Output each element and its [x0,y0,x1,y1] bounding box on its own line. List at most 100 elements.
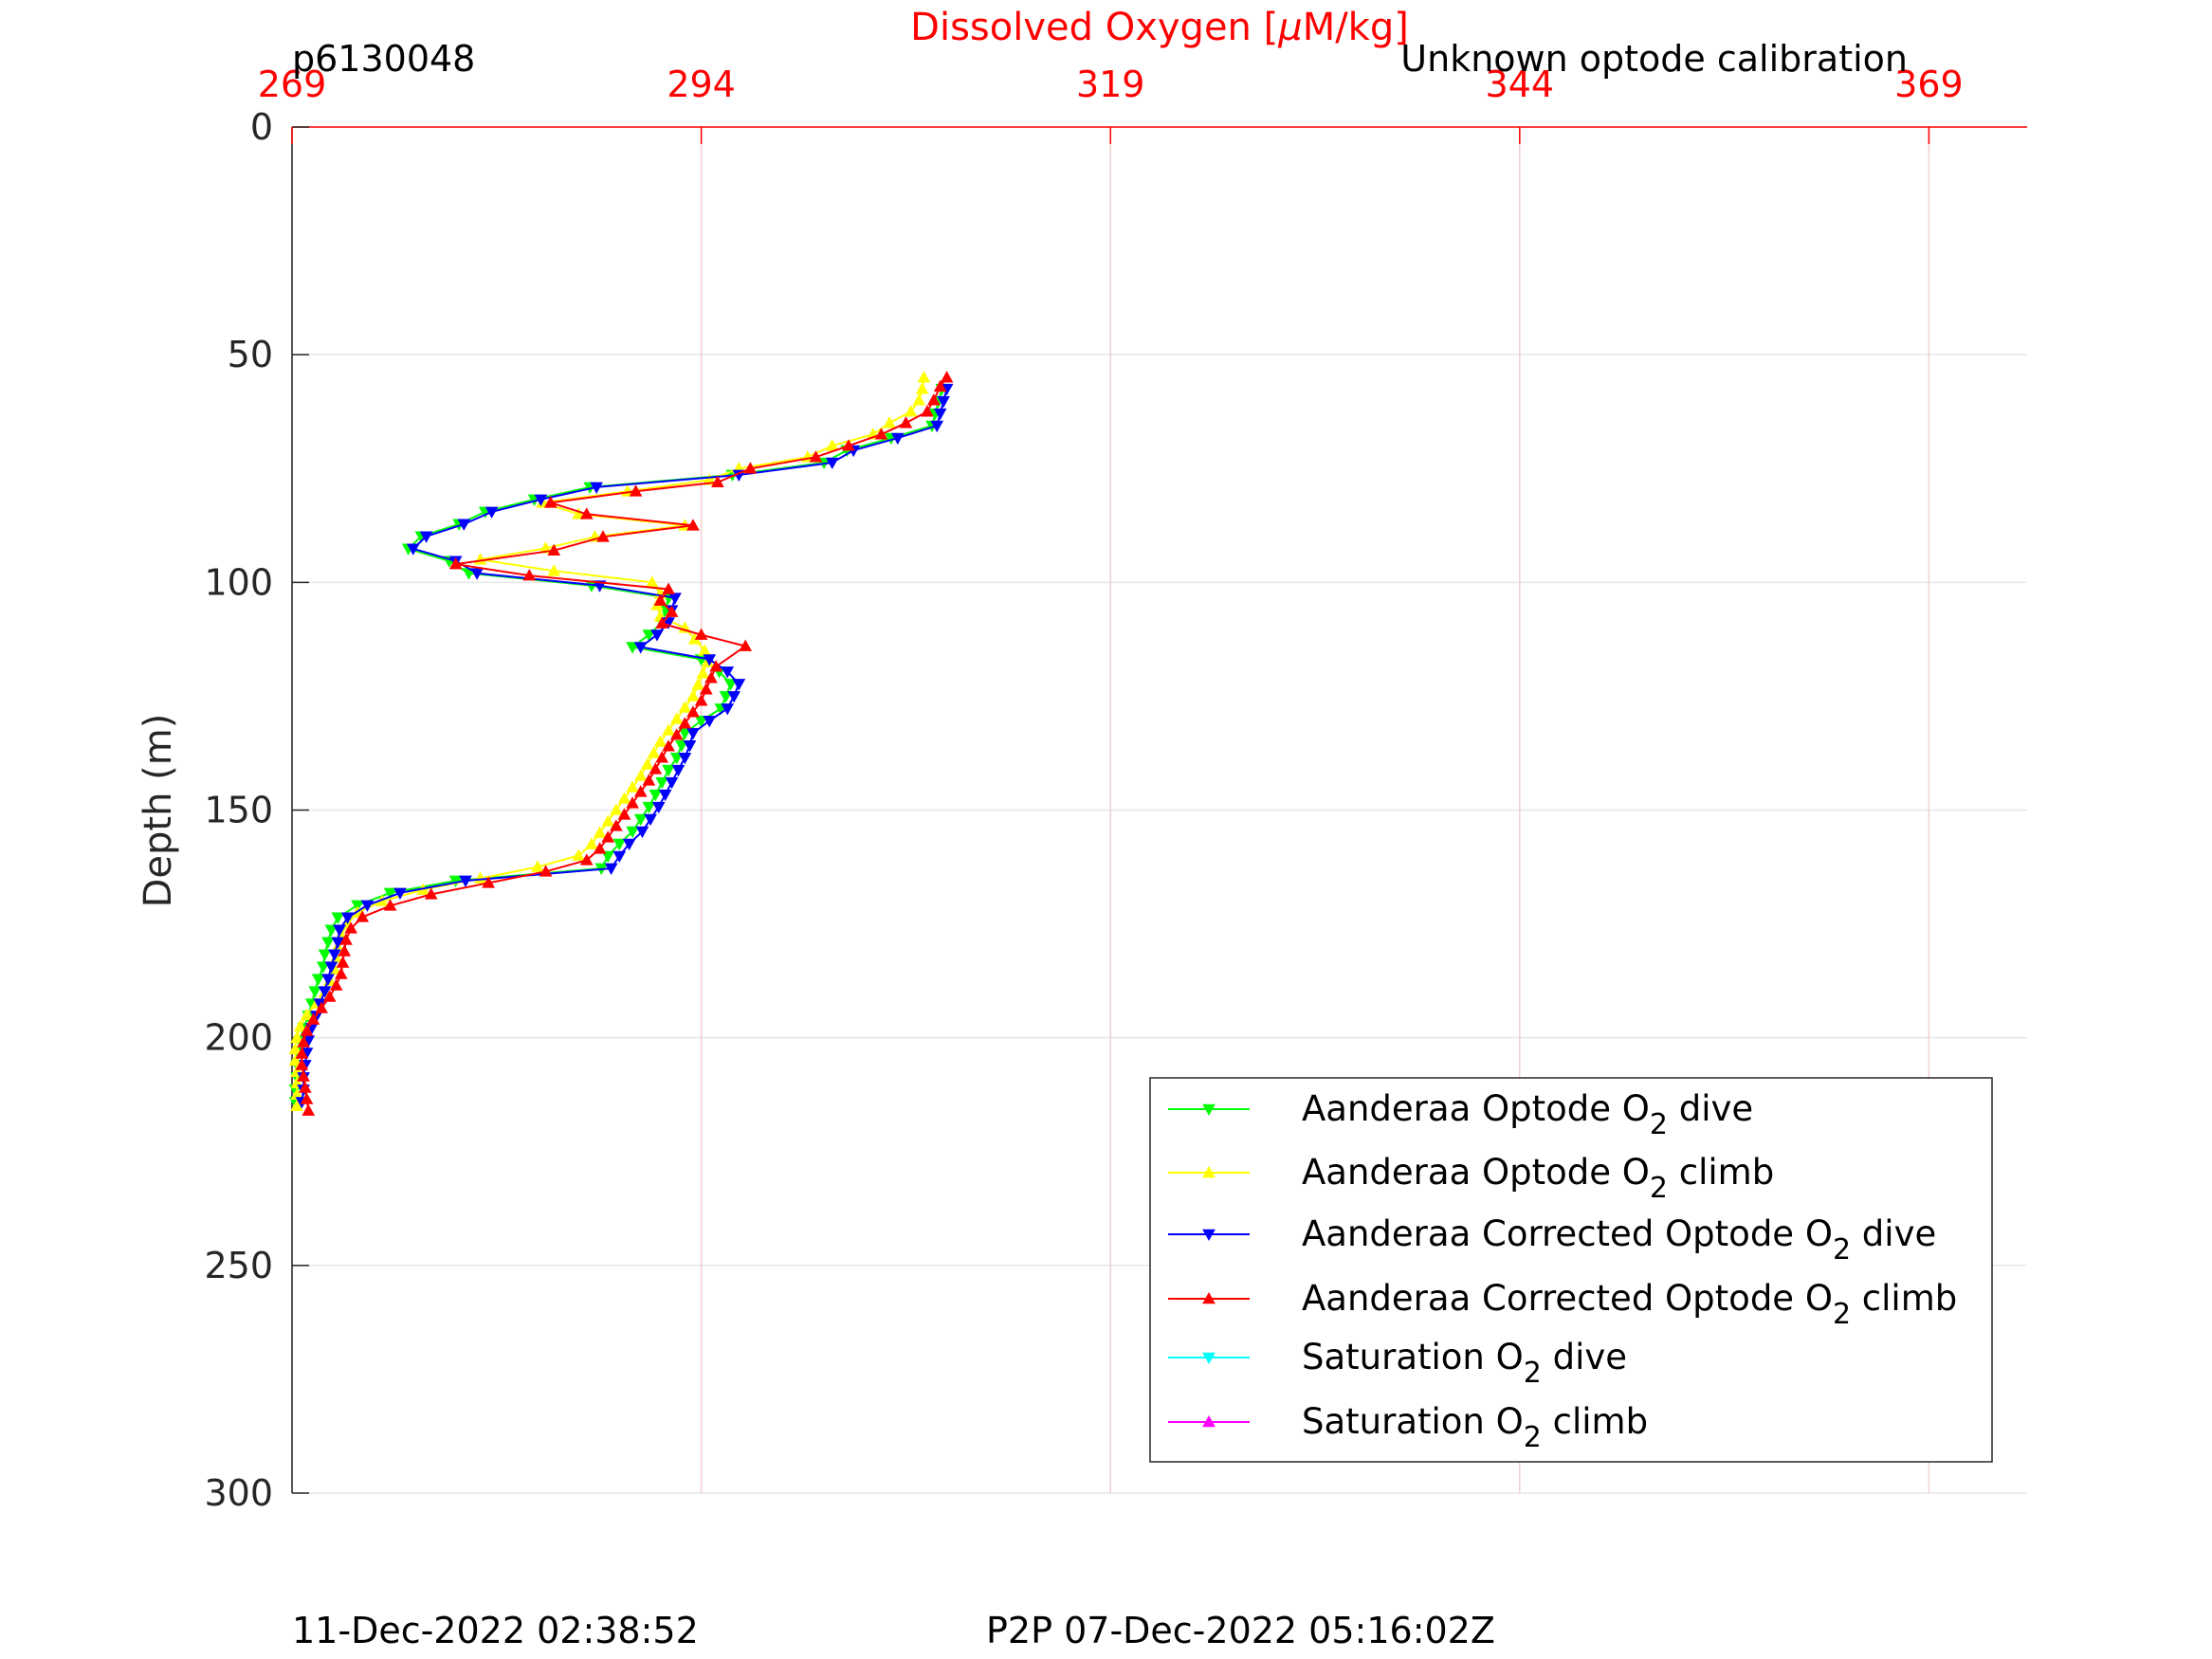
data-point [338,944,352,957]
data-point [727,691,740,703]
data-point [686,728,700,740]
data-point [642,801,656,814]
legend-marker [1202,1291,1216,1304]
data-point [668,592,682,605]
data-point [288,1053,302,1066]
legend-label-subscript: 2 [1833,1298,1851,1331]
data-point [406,543,420,556]
legend-item: Aanderaa Corrected Optode O2 dive [1168,1213,1936,1267]
data-point [662,764,675,777]
data-point [609,803,623,815]
data-point [926,393,941,406]
data-point [457,519,471,531]
data-point [694,628,708,640]
x-tick-label: 294 [667,64,736,105]
data-point [318,949,332,961]
data-point [649,789,663,802]
data-point [315,1001,328,1013]
data-point [678,717,692,729]
legend-item: Saturation O2 dive [1168,1337,1627,1390]
data-point [626,780,639,793]
data-point [482,876,496,888]
data-point [539,865,553,877]
data-point [937,395,950,409]
data-point [719,691,733,703]
data-point [609,819,623,831]
legend-label-main: Aanderaa Optode O [1302,1152,1650,1193]
data-point [825,457,839,470]
data-point [686,519,700,531]
data-point [653,735,667,747]
data-point [644,813,657,827]
legend-label-end: dive [1542,1337,1627,1377]
data-point [635,826,649,839]
data-point [424,887,438,900]
data-point [290,1030,304,1043]
data-point [290,1099,304,1112]
data-point [917,371,931,383]
data-point [665,605,679,617]
legend-label-main: Aanderaa Corrected Optode O [1302,1213,1833,1254]
legend-marker [1202,1229,1216,1242]
data-point [297,1035,310,1048]
data-point [572,507,585,520]
data-point [669,712,684,724]
legend-label: Aanderaa Corrected Optode O2 climb [1302,1278,1957,1331]
x-axis-label: Dissolved Oxygen [μM/kg] [910,6,1409,49]
data-point [393,887,407,900]
data-point [933,379,947,392]
data-point [678,752,692,765]
data-point [316,961,330,974]
data-point [300,1024,314,1036]
legend-marker [1202,1165,1216,1178]
data-point [470,568,484,580]
legend-label: Aanderaa Optode O2 climb [1302,1152,1774,1205]
data-point [340,912,355,924]
plot-timestamp: 11-Dec-2022 02:38:52 [292,1610,699,1651]
data-point [626,796,639,809]
data-point [825,439,839,451]
data-point [655,776,669,790]
data-point [590,482,603,494]
data-point [665,776,679,790]
legend-marker [1202,1414,1216,1428]
data-point [633,769,648,781]
legend-label-main: Saturation O [1302,1401,1524,1442]
data-point [300,1008,314,1020]
data-point [649,762,663,775]
data-point [669,728,684,740]
legend-label-end: climb [1851,1278,1957,1319]
data-point [336,956,350,968]
data-point [711,475,724,487]
data-point [703,654,717,666]
data-point [522,569,537,581]
legend-item: Aanderaa Optode O2 climb [1168,1152,1774,1205]
x-ticks: 269 294 319 344 369 [258,64,1964,144]
data-point [344,921,358,934]
x-axis-label-suffix: M/kg] [1303,6,1409,49]
data-point [933,408,947,421]
data-point [686,705,700,718]
data-point [626,642,639,654]
data-point [306,1012,320,1025]
data-point [675,739,688,753]
data-point [915,382,929,394]
data-point [298,1081,312,1093]
data-point [629,484,643,497]
data-point [669,752,684,765]
data-point [459,875,472,887]
data-point [743,462,758,474]
data-point [633,785,648,797]
y-tick-label: 250 [204,1245,273,1286]
data-point [920,405,934,417]
data-point [604,863,618,876]
data-point [723,679,738,691]
data-point [311,974,325,986]
data-point [874,428,888,440]
data-point [295,1047,309,1059]
data-point [295,1058,309,1070]
legend-label-subscript: 2 [1650,1108,1668,1141]
x-tick-label: 269 [258,64,327,105]
data-point [572,848,585,861]
